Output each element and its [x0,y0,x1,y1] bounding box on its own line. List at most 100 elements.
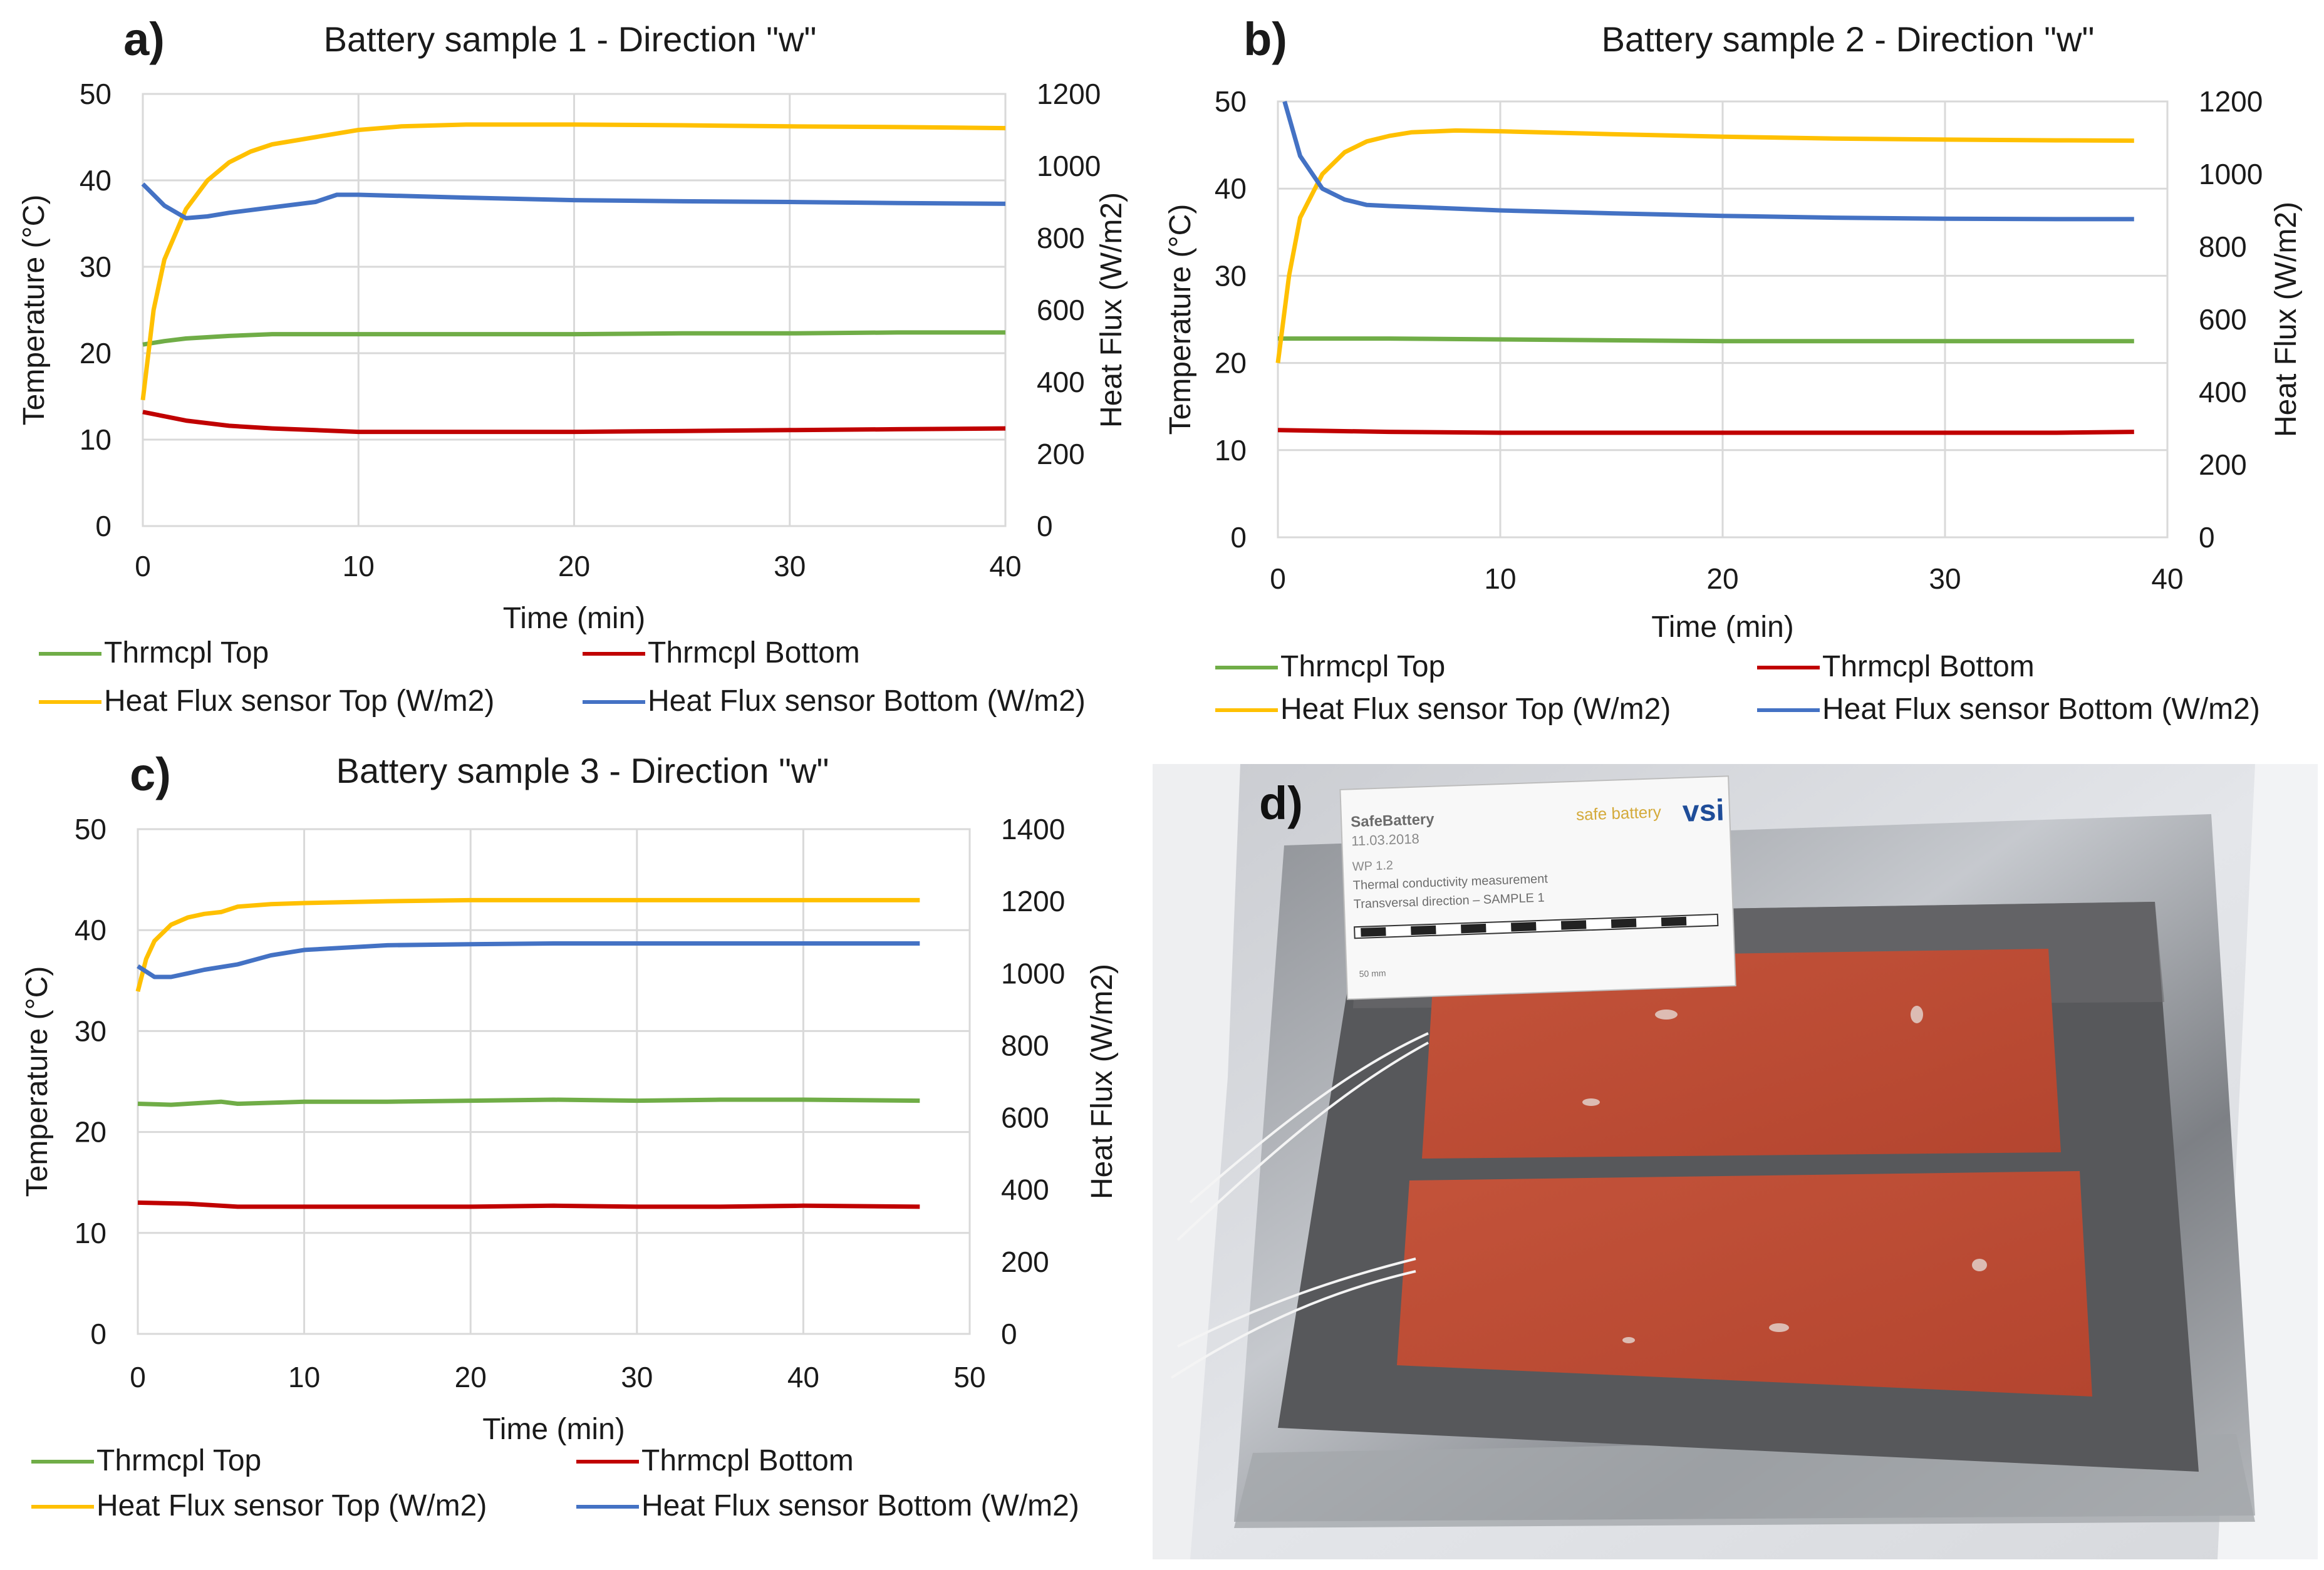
y-tick-label-right: 0 [1001,1318,1017,1350]
y-tick-label-right: 0 [1037,510,1053,542]
y-tick-label-right: 200 [1037,438,1085,470]
legend-label-hf_top: Heat Flux sensor Top (W/m2) [104,684,494,718]
y-tick-label-right: 800 [2199,230,2247,263]
x-tick-label: 20 [1706,562,1738,595]
y-axis-label-right: Heat Flux (W/m2) [2270,202,2303,437]
heater-pad-top [1422,949,2061,1159]
y-tick-label-left: 0 [1230,521,1247,554]
y-tick-label-left: 40 [80,164,112,197]
chart-title: Battery sample 2 - Direction "w" [1602,19,2095,59]
legend-label-hf_top: Heat Flux sensor Top (W/m2) [96,1489,487,1522]
y-tick-label-right: 1400 [1001,813,1065,845]
x-tick-label: 0 [135,550,151,582]
y-tick-label-left: 20 [1215,347,1247,380]
y-tick-label-right: 1200 [1037,78,1101,110]
legend-label-hf_bottom: Heat Flux sensor Bottom (W/m2) [641,1489,1079,1522]
series-line-hf_top [140,122,1006,401]
x-tick-label: 40 [2151,562,2183,595]
y-axis-label-left: Temperature (°C) [21,966,54,1197]
chart-title: Battery sample 1 - Direction "w" [324,19,817,59]
y-tick-label-left: 0 [90,1318,106,1350]
legend-label-thrm_bottom: Thrmcpl Bottom [641,1444,854,1477]
x-tick-label: 10 [288,1361,320,1393]
y-tick-label-right: 400 [1037,366,1085,398]
legend: Thrmcpl Top Thrmcpl Bottom Heat Flux senso… [1215,650,2260,726]
gridlines [137,828,971,1335]
plot-frame [1277,100,2169,539]
card-title: SafeBattery [1351,811,1435,831]
x-axis-label: Time (min) [482,1413,625,1446]
legend-label-thrm_top: Thrmcpl Top [1280,650,1445,683]
y-tick-label-left: 30 [1215,259,1247,292]
x-tick-label: 40 [989,550,1021,582]
series-line-hf_top [135,897,920,992]
series-line-thrm_bottom [1277,428,2134,435]
y-tick-label-right: 200 [2199,448,2247,481]
series-line-hf_top [1275,128,2134,364]
y-tick-label-right: 1200 [2199,85,2263,118]
chart-panel-a: 0 10 20 30 40 0 10 20 30 40 50 0 200 400 600 800 1000 120… [0,0,1128,745]
series-line-thrm_top [142,330,1005,347]
y-tick-label-left: 30 [80,250,112,283]
series-line-hf_bottom [137,941,920,979]
series-line-thrm_bottom [142,410,1006,435]
panel-letter: b) [1243,13,1287,65]
y-tick-label-left: 50 [80,78,112,110]
y-tick-label-left: 40 [1215,172,1247,205]
x-tick-label: 10 [343,550,375,582]
y-tick-label-right: 1000 [1037,150,1101,182]
y-tick-label-left: 50 [75,813,106,845]
y-axis-label-right: Heat Flux (W/m2) [1086,964,1119,1199]
legend-label-thrm_top: Thrmcpl Top [104,636,269,669]
y-tick-label-left: 50 [1215,85,1247,118]
x-axis-label: Time (min) [503,602,646,635]
x-tick-label: 30 [1929,562,1961,595]
legend-label-thrm_bottom: Thrmcpl Bottom [1822,650,2035,683]
card-logo-safe: safe battery [1576,802,1662,824]
x-tick-label: 20 [558,550,590,582]
panel-letter: c) [130,748,171,800]
white-foam-left [1153,764,1240,1559]
y-tick-label-right: 1200 [1001,885,1065,917]
gridlines [142,93,1007,527]
chart-b-svg: 0 10 20 30 400102030405002004006008001000120… [1164,13,2303,726]
y-axis-label-left: Temperature (°C) [1164,204,1197,435]
y-tick-label-right: 400 [1001,1174,1049,1206]
y-tick-label-left: 30 [75,1015,106,1047]
y-tick-label-left: 20 [75,1116,106,1149]
x-tick-label: 20 [455,1361,487,1393]
chart-title: Battery sample 3 - Direction "w" [336,751,829,790]
y-tick-label-right: 800 [1037,222,1085,254]
plot-frame [137,828,971,1335]
x-tick-label: 30 [621,1361,653,1393]
legend: Thrmcpl Top Thrmcpl Bottom Heat Flux senso… [31,1444,1079,1522]
photo-illustration: SafeBattery 11.03.2018 WP 1.2 Thermal co… [1153,764,2318,1559]
x-tick-label: 0 [1270,562,1286,595]
x-tick-label: 40 [787,1361,819,1393]
gridlines [1277,100,2169,539]
y-tick-label-right: 800 [1001,1029,1049,1061]
heater-pad-bottom [1397,1171,2092,1397]
x-axis-label: Time (min) [1651,611,1794,644]
y-tick-label-right: 600 [1037,294,1085,326]
card-logo-vsi: vsi [1682,794,1725,829]
series-line-hf_bottom [141,182,1006,220]
legend-label-thrm_bottom: Thrmcpl Bottom [648,636,860,669]
y-tick-label-right: 1000 [1001,957,1065,989]
chart-a-svg: 0 10 20 30 400102030405002004006008001000120… [18,13,1128,718]
chart-c-svg: 0 10 20 30 40 50 0 10 20 30 40 50 0 200 400 600 800 1000 1… [21,748,1119,1522]
y-tick-label-right: 400 [2199,376,2247,408]
y-tick-label-right: 1000 [2199,158,2263,190]
y-tick-label-left: 0 [95,510,112,542]
card-scale: 50 mm [1359,968,1386,979]
y-tick-label-left: 10 [1215,434,1247,467]
legend-label-hf_top: Heat Flux sensor Top (W/m2) [1280,693,1671,726]
y-tick-label-left: 10 [75,1217,106,1249]
series-line-thrm_bottom [137,1200,920,1209]
plot-frame [142,93,1007,527]
y-axis-label-right: Heat Flux (W/m2) [1095,192,1128,428]
y-tick-label-left: 10 [80,423,112,456]
chart-panel-c: 0 10 20 30 40 50 0 10 20 30 40 50 0 200 400 600 800 1000 1… [0,745,1128,1567]
y-tick-label-right: 0 [2199,521,2215,554]
x-tick-label: 10 [1484,562,1516,595]
